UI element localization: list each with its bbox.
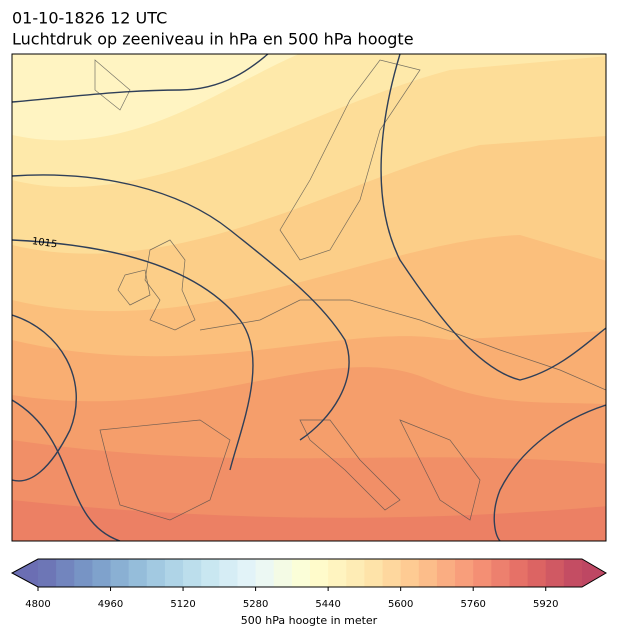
colorbar-segment xyxy=(491,559,510,587)
coastline xyxy=(299,419,401,511)
colorbar-segment xyxy=(455,559,474,587)
map-date: 01-10-1826 12 UTC xyxy=(12,9,167,28)
colorbar-tick-label: 4800 xyxy=(25,599,50,610)
colorbar-segment xyxy=(237,559,257,587)
colorbar-segment xyxy=(110,559,130,587)
colorbar-segment xyxy=(509,559,529,587)
colorbar-segment xyxy=(473,559,492,587)
coastline xyxy=(199,299,606,391)
map: 1015 xyxy=(12,54,606,541)
map-frame xyxy=(11,53,607,542)
colorbar-segment xyxy=(418,559,438,587)
coastline xyxy=(144,239,196,331)
colorbar-segment xyxy=(219,559,238,587)
colorbar-segment xyxy=(346,559,365,587)
contour-label: 1015 xyxy=(31,236,58,250)
colorbar-segment xyxy=(183,559,202,587)
height-band xyxy=(12,500,606,541)
colorbar-segment xyxy=(291,559,311,587)
colorbar-tick-label: 5280 xyxy=(243,599,268,610)
colorbar-segment xyxy=(563,559,583,587)
colorbar-segment xyxy=(364,559,384,587)
colorbar: 4800 4960 5120 5280 5440 5600 5760 5920 xyxy=(10,558,607,610)
map-title: Luchtdruk op zeeniveau in hPa en 500 hPa… xyxy=(12,30,414,49)
colorbar-segment xyxy=(400,559,420,587)
colorbar-segment xyxy=(382,559,402,587)
colorbar-outline xyxy=(10,558,607,588)
colorbar-segment xyxy=(527,559,547,587)
colorbar-tick-label: 5920 xyxy=(533,599,558,610)
colorbar-segment xyxy=(56,559,75,587)
colorbar-segment xyxy=(164,559,184,587)
colorbar-tick-label: 4960 xyxy=(98,599,123,610)
coastline xyxy=(94,59,131,111)
colorbar-extend-low xyxy=(12,559,38,587)
colorbar-segment xyxy=(92,559,112,587)
colorbar-label: 500 hPa hoogte in meter xyxy=(241,614,378,627)
colorbar-segment xyxy=(273,559,293,587)
colorbar-tick-label: 5120 xyxy=(170,599,195,610)
colorbar-segment xyxy=(310,559,329,587)
colorbar-segment xyxy=(436,559,456,587)
coastline xyxy=(117,269,151,306)
coastline xyxy=(99,419,231,521)
colorbar-segment xyxy=(201,559,220,587)
colorbar-tick-label: 5440 xyxy=(315,599,340,610)
colorbar-extend-high xyxy=(582,559,606,587)
coastline xyxy=(399,419,481,521)
colorbar-segment xyxy=(74,559,93,587)
colorbar-tick-label: 5760 xyxy=(460,599,485,610)
colorbar-segment xyxy=(38,559,57,587)
colorbar-tick-label: 5600 xyxy=(388,599,413,610)
colorbar-segment xyxy=(255,559,275,587)
colorbar-segment xyxy=(545,559,565,587)
coastline xyxy=(279,59,421,261)
colorbar-segment xyxy=(328,559,347,587)
colorbar-segment xyxy=(146,559,166,587)
colorbar-segment xyxy=(128,559,148,587)
